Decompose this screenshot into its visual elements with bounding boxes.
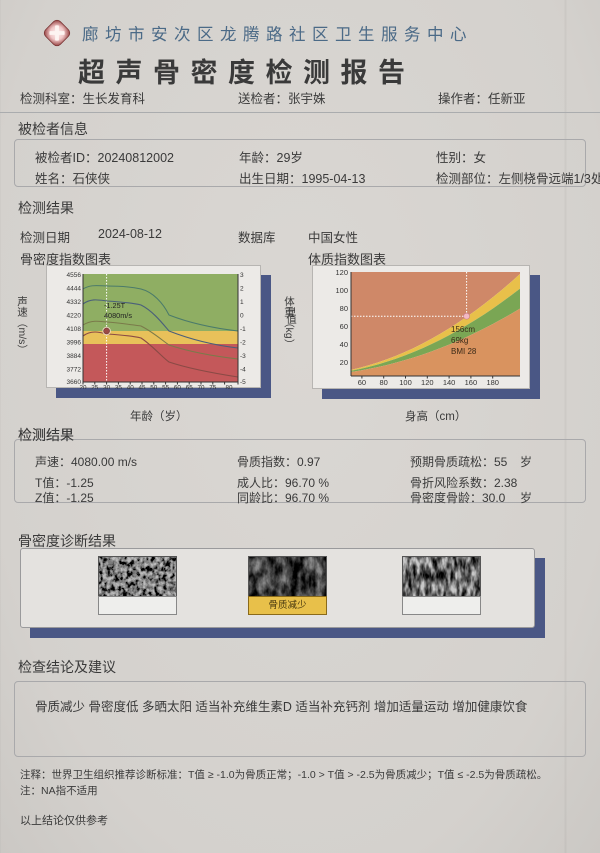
svg-text:65: 65 [186,385,194,390]
svg-text:4444: 4444 [67,286,82,293]
svg-text:55: 55 [162,385,170,390]
svg-text:180: 180 [486,378,499,387]
svg-text:70: 70 [197,385,205,390]
svg-text:120: 120 [421,378,434,387]
svg-text:100: 100 [335,286,348,295]
svg-text:156cm: 156cm [451,325,475,334]
svg-text:120: 120 [335,268,348,277]
svg-text:0: 0 [240,313,244,320]
svg-text:30: 30 [103,385,111,390]
svg-text:20: 20 [340,358,348,367]
svg-text:80: 80 [340,304,348,313]
svg-text:60: 60 [174,385,182,390]
svg-text:35: 35 [115,385,123,390]
svg-text:140: 140 [443,378,456,387]
svg-text:4332: 4332 [67,299,82,306]
svg-text:75: 75 [209,385,217,390]
svg-text:80: 80 [380,378,388,387]
svg-text:4080m/s: 4080m/s [104,311,132,320]
svg-text:BMI 28: BMI 28 [451,347,477,356]
svg-text:3996: 3996 [67,340,82,347]
svg-text:3660: 3660 [67,379,82,386]
svg-text:60: 60 [358,378,366,387]
svg-text:3884: 3884 [67,353,82,360]
svg-text:-3: -3 [240,353,246,360]
svg-text:3772: 3772 [67,367,82,374]
svg-text:45: 45 [138,385,146,390]
svg-text:4556: 4556 [67,272,82,279]
svg-text:40: 40 [127,385,135,390]
svg-text:40: 40 [340,340,348,349]
svg-text:2: 2 [240,286,244,293]
svg-text:69kg: 69kg [451,336,468,345]
svg-text:-1.25T: -1.25T [104,301,126,310]
svg-text:50: 50 [150,385,158,390]
svg-text:100: 100 [399,378,412,387]
svg-text:4220: 4220 [67,313,82,320]
svg-text:25: 25 [91,385,99,390]
svg-text:80: 80 [225,385,233,390]
svg-text:-1: -1 [240,326,246,333]
svg-text:-4: -4 [240,367,246,374]
svg-text:-2: -2 [240,340,246,347]
svg-text:160: 160 [465,378,478,387]
svg-text:1: 1 [240,299,244,306]
svg-text:-5: -5 [240,379,246,386]
svg-text:60: 60 [340,322,348,331]
svg-text:3: 3 [240,272,244,279]
svg-text:4108: 4108 [67,326,82,333]
